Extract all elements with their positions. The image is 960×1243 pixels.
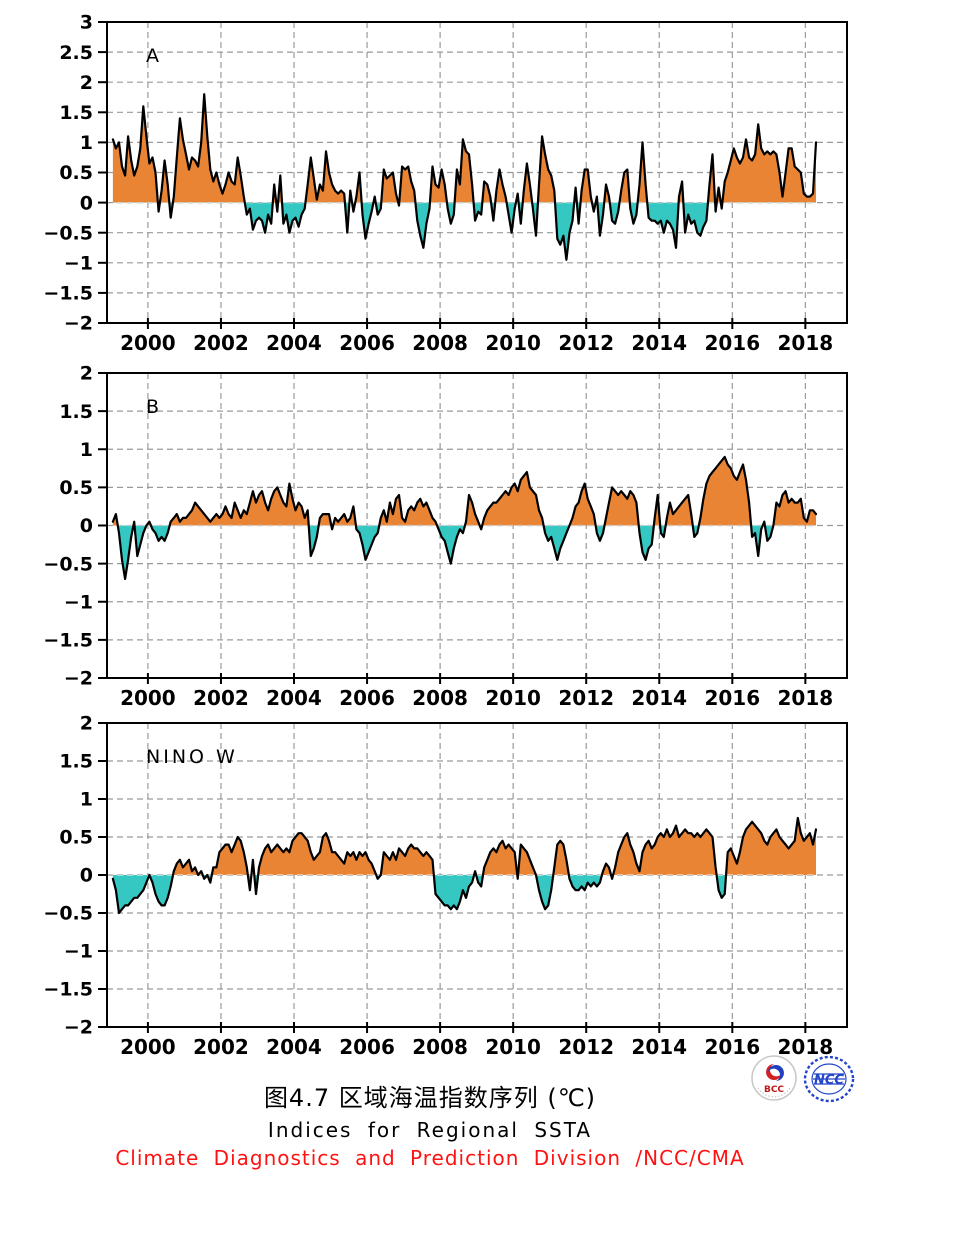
y-tick-label: −1 [64,591,93,613]
y-tick-label: −0.5 [43,553,93,575]
ncc-logo: NCC [803,1055,855,1103]
x-tick-label: 2004 [266,1035,322,1056]
x-tick-label: 2014 [631,331,687,355]
y-tick-label: −2 [64,1017,93,1039]
x-tick-label: 2008 [412,1035,468,1056]
x-tick-label: 2016 [704,331,760,355]
x-tick-label: 2006 [339,331,395,355]
y-tick-label: 0 [80,192,93,214]
caption-english-title: Indices for Regional SSTA [267,1118,593,1142]
x-tick-label: 2012 [558,1035,614,1056]
x-tick-label: 2014 [631,686,687,710]
series-fill-positive [112,818,816,875]
y-tick-label: 1 [80,132,93,154]
bcc-logo: BCC [751,1055,797,1101]
y-tick-label: −2 [64,668,93,690]
ncc-logo-label: NCC [814,1073,844,1088]
caption-division-credit: Climate Diagnostics and Prediction Divis… [115,1146,745,1170]
y-tick-label: 2 [80,363,93,385]
x-tick-label: 2004 [266,331,322,355]
axis-ticks [98,21,807,329]
x-tick-label: 2000 [120,331,176,355]
y-tick-label: 0.5 [59,827,93,849]
series-line [111,455,818,580]
x-tick-label: 2016 [704,686,760,710]
x-tick-label: 2008 [412,686,468,710]
caption-chinese-title: 图4.7 区域海温指数序列 (℃) [263,1084,597,1112]
series-fill-positive [112,456,816,526]
x-tick-label: 2012 [558,331,614,355]
panel-label: NINO W [146,746,238,768]
y-tick-label: −0.5 [43,903,93,925]
bcc-ring-text [757,1087,791,1098]
axis-ticks [98,722,807,1033]
y-tick-label: 1 [80,439,93,461]
panel-label: A [146,45,162,67]
y-tick-label: 2 [80,72,93,94]
y-tick-label: 1.5 [59,401,93,423]
x-tick-label: 2002 [193,686,249,710]
ncc-globe [811,1063,847,1095]
y-tick-label: 0.5 [59,477,93,499]
x-tick-label: 2010 [485,1035,541,1056]
y-tick-label: −1.5 [43,630,93,652]
y-tick-labels: 2 1.5 1 0.5 0 −0.5 −1 −1.5 −2 [43,713,93,1039]
y-tick-label: −1 [64,252,93,274]
y-tick-label: −1.5 [43,979,93,1001]
x-tick-label: 2018 [778,1035,834,1056]
y-tick-label: −1 [64,941,93,963]
x-tick-label: 2016 [704,1035,760,1056]
series-line [111,93,818,261]
x-tick-label: 2000 [120,686,176,710]
axis-frame [106,722,848,1028]
y-tick-label: −1.5 [43,283,93,305]
y-tick-label: 0 [80,865,93,887]
y-tick-label: 2.5 [59,42,93,64]
y-tick-label: 1 [80,789,93,811]
x-tick-label: 2006 [339,686,395,710]
axis-ticks [98,372,807,684]
x-tick-label: 2008 [412,331,468,355]
x-tick-label: 2010 [485,331,541,355]
y-tick-label: 0 [80,515,93,537]
x-tick-labels: 2000 2002 2004 2006 2008 2010 2012 2014 2016 2018 [120,1035,833,1056]
y-tick-label: 1.5 [59,102,93,124]
x-tick-label: 2012 [558,686,614,710]
series-fill-negative [157,202,723,260]
x-tick-labels: 2000 2002 2004 2006 2008 2010 2012 2014 2016 2018 [120,331,833,355]
y-tick-label: 1.5 [59,751,93,773]
x-tick-label: 2002 [193,1035,249,1056]
x-tick-label: 2010 [485,686,541,710]
ncc-wreath [803,1055,855,1103]
axis-frame [106,372,848,679]
y-tick-label: 2 [80,713,93,735]
figure-caption: 图4.7 区域海温指数序列 (℃) Indices for Regional S… [0,1078,860,1170]
x-tick-label: 2002 [193,331,249,355]
bcc-swirl-blue [768,1065,784,1081]
x-tick-label: 2004 [266,686,322,710]
y-tick-label: 0.5 [59,162,93,184]
y-tick-labels: 2 1.5 1 0.5 0 −0.5 −1 −1.5 −2 [43,363,93,690]
y-tick-label: −2 [64,313,93,335]
x-tick-label: 2014 [631,1035,687,1056]
y-tick-labels: 3 2.5 2 1.5 1 0.5 0 −0.5 −1 −1.5 −2 [43,12,93,335]
panel-label: B [146,396,162,418]
x-tick-label: 2018 [778,331,834,355]
x-tick-label: 2000 [120,1035,176,1056]
x-tick-labels: 2000 2002 2004 2006 2008 2010 2012 2014 2016 2018 [120,686,833,710]
logo-row: BCC NCC [750,1054,860,1106]
x-tick-label: 2006 [339,1035,395,1056]
series-line [111,816,818,915]
y-tick-label: −0.5 [43,222,93,244]
y-tick-label: 3 [80,12,93,34]
bcc-logo-label: BCC [764,1085,784,1095]
axis-frame [106,21,848,324]
x-tick-label: 2018 [778,686,834,710]
